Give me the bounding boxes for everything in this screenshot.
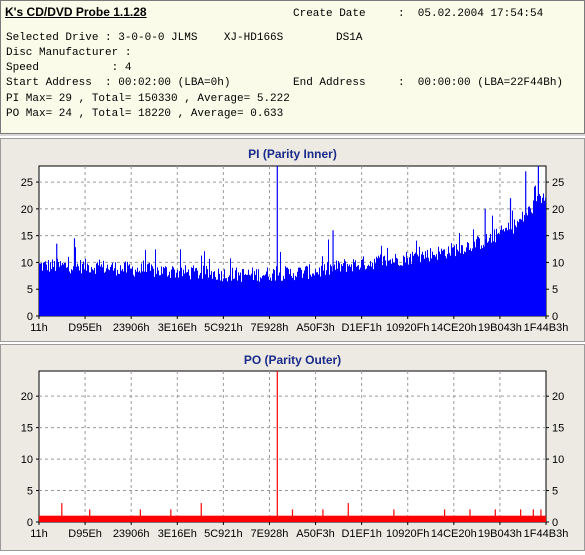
x-tick-label: 3E16Eh [158,528,197,540]
x-tick-label: 10920Fh [386,322,429,334]
y-tick-label: 10 [21,257,33,269]
y-tick-label: 10 [552,257,564,269]
y-tick-label: 15 [552,423,564,435]
po-chart-panel: PO (Parity Outer) 0 0 5 5 10 10 15 15 20 20 11h D95E… [0,344,585,551]
chart-title: PI (Parity Inner) [248,147,337,161]
series-bars [39,371,546,522]
y-tick-label: 20 [552,391,564,403]
x-tick-label: D1EF1h [341,322,381,334]
x-tick-label: 10920Fh [386,528,429,540]
y-tick-label: 20 [21,391,33,403]
y-tick-label: 20 [21,204,33,216]
x-tick-label: D1EF1h [341,528,381,540]
y-tick-label: 0 [552,517,558,529]
po-chart: PO (Parity Outer) 0 0 5 5 10 10 15 15 20 20 11h D95E… [21,353,569,540]
y-tick-label: 5 [552,284,558,296]
end-address-value: : 00:00:00 (LBA=22F44Bh) [398,77,564,89]
x-tick-label: 5C921h [204,528,243,540]
x-tick-label: 23906h [113,528,150,540]
pi-summary-line: PI Max= 29 , Total= 150330 , Average= 5.… [6,93,290,105]
selected-drive-line: Selected Drive : 3-0-0-0 JLMS XJ-HD166S … [6,32,363,44]
panel-separator [0,134,585,136]
x-tick-label: 7E928h [250,528,288,540]
x-tick-label: 11h [30,528,48,540]
start-address-line: Start Address : 00:02:00 (LBA=0h) [6,77,231,89]
x-tick-label: 5C921h [204,322,243,334]
x-tick-label: 14CE20h [431,322,477,334]
y-tick-label: 0 [27,517,33,529]
y-tick-label: 5 [27,284,33,296]
app-title: K's CD/DVD Probe 1.1.28 [5,5,147,19]
x-tick-label: A50F3h [296,322,335,334]
x-tick-label: 3E16Eh [158,322,197,334]
x-tick-label: 11h [30,322,48,334]
x-tick-label: D95Eh [68,322,102,334]
y-tick-label: 20 [552,204,564,216]
y-tick-label: 0 [552,311,558,323]
y-tick-label: 25 [552,177,564,189]
x-tick-label: A50F3h [296,528,335,540]
x-tick-label: 19B043h [478,322,522,334]
y-tick-label: 25 [21,177,33,189]
y-tick-label: 10 [21,454,33,466]
x-tick-label: 7E928h [250,322,288,334]
y-tick-label: 5 [27,486,33,498]
disc-manufacturer-line: Disc Manufacturer : [6,47,132,59]
pi-chart: PI (Parity Inner) 0 0 5 5 10 10 15 15 20 20 25 25 11h… [21,147,569,334]
series-bars [39,166,546,316]
y-tick-label: 15 [552,231,564,243]
x-tick-label: 1F44B3h [524,528,569,540]
y-tick-label: 15 [21,231,33,243]
chart-title: PO (Parity Outer) [244,353,341,367]
pi-chart-panel: PI (Parity Inner) 0 0 5 5 10 10 15 15 20 20 25 25 11h… [0,138,585,342]
x-tick-label: 19B043h [478,528,522,540]
disc-info-panel: K's CD/DVD Probe 1.1.28 Create Date : 05… [0,0,585,134]
y-tick-label: 10 [552,454,564,466]
x-tick-label: 23906h [113,322,150,334]
create-date-value: : 05.02.2004 17:54:54 [398,8,544,20]
y-tick-label: 5 [552,486,558,498]
y-tick-label: 15 [21,423,33,435]
x-tick-label: D95Eh [68,528,102,540]
create-date-label: Create Date [293,8,366,20]
x-tick-label: 1F44B3h [524,322,569,334]
y-tick-label: 0 [27,311,33,323]
plot-area [38,370,547,523]
po-summary-line: PO Max= 24 , Total= 18220 , Average= 0.6… [6,108,284,120]
speed-line: Speed : 4 [6,62,132,74]
end-address-label: End Address [293,77,366,89]
x-tick-label: 14CE20h [431,528,477,540]
